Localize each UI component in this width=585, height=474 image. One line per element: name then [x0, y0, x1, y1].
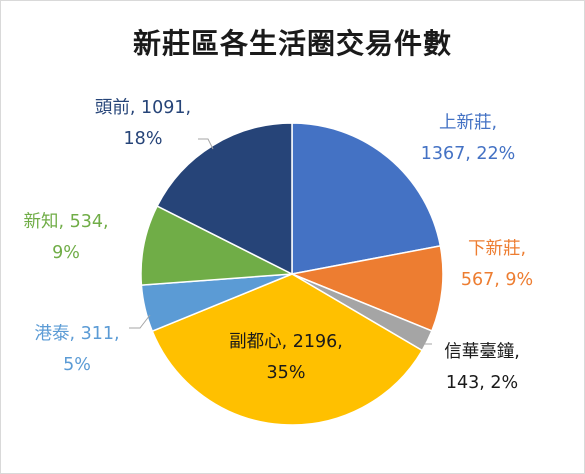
data-label-3: 信華臺鐘, 143, 2% — [444, 342, 520, 393]
pie-slices — [140, 122, 444, 426]
data-label-2: 下新莊, 567, 9% — [461, 239, 533, 290]
data-label-6: 新知, 534, 9% — [23, 212, 108, 263]
pie-slice-1 — [291, 122, 442, 275]
pie-slice-2 — [289, 244, 444, 332]
data-labels: 上新莊, 1367, 22% 下新莊, 567, 9% 信華臺鐘, 143, 2% 副都心,… — [23, 98, 533, 393]
data-label-4: 副都心, 2196, 35% — [229, 332, 343, 383]
data-label-7: 頭前, 1091, 18% — [95, 98, 191, 149]
pie-slice-4 — [151, 273, 424, 426]
pie-slice-7 — [156, 122, 293, 276]
leader-lines — [129, 138, 432, 345]
leader-line-2 — [129, 314, 151, 329]
data-label-5: 港泰, 311, 5% — [34, 324, 119, 375]
data-label-1: 上新莊, 1367, 22% — [421, 113, 516, 164]
chart-title: 新莊區各生活圈交易件數 — [132, 27, 452, 60]
leader-line-1 — [198, 138, 214, 150]
